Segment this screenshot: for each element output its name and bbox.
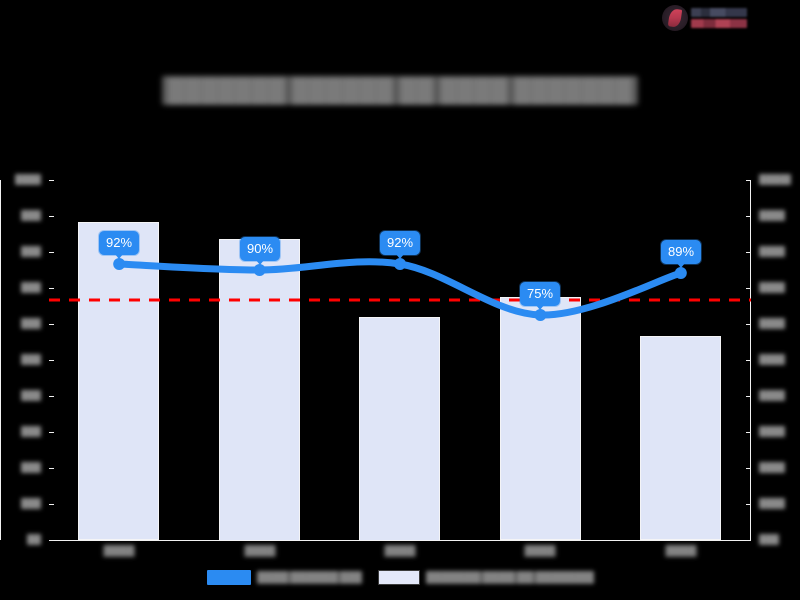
bar-3[interactable] <box>500 297 581 540</box>
brand-leaf-mark <box>662 5 688 31</box>
value-callout-4: 89% <box>660 240 702 268</box>
y-axis-left-tick <box>49 180 54 181</box>
legend-item-label: ███████ ████ ██ ████████ <box>425 571 594 584</box>
legend-item-0[interactable]: ████ ██████ ███ <box>206 570 362 585</box>
trend-point-0[interactable] <box>113 258 126 270</box>
y-axis-right-tick <box>746 396 751 397</box>
bar-1[interactable] <box>219 239 300 541</box>
trend-point-1[interactable] <box>253 264 266 276</box>
y-axis-left-tick <box>49 216 54 217</box>
y-axis-right-tick-label: ████ <box>759 282 785 293</box>
legend-bar-swatch-icon <box>377 570 420 585</box>
y-axis-right-tick-label: ████ <box>759 426 785 437</box>
legend-line-swatch-icon <box>206 570 251 585</box>
y-axis-left-tick <box>49 252 54 253</box>
y-axis-right-tick <box>746 216 751 217</box>
y-axis-right-tick <box>746 432 751 433</box>
y-axis-right-tick-label: ████ <box>759 246 785 257</box>
bar-2[interactable] <box>359 317 440 541</box>
x-axis-category-label: ████ <box>103 545 135 557</box>
y-axis-right-tick-label: ████ <box>759 462 785 473</box>
y-axis-right-tick-label: ████ <box>759 498 785 509</box>
y-axis-left-tick-label: ███ <box>21 390 41 401</box>
y-axis-left-tick <box>49 504 54 505</box>
y-axis-right-tick <box>746 468 751 469</box>
x-axis-category-label: ████ <box>524 545 556 557</box>
y-axis-right-tick-label: █████ <box>759 174 791 185</box>
y-axis-right-tick-label: ████ <box>759 210 785 221</box>
y-axis-left-tick <box>49 540 54 541</box>
bar-0[interactable] <box>78 222 159 540</box>
y-axis-left-tick-label: ███ <box>21 498 41 509</box>
y-axis-left-tick-label: ███ <box>21 354 41 365</box>
y-axis-right-tick <box>746 504 751 505</box>
brand-wordmark-line-1: ████████ <box>691 8 747 17</box>
y-axis-right-tick-label: ████ <box>759 390 785 401</box>
legend-item-label: ████ ██████ ███ <box>256 571 362 584</box>
x-axis-category-label: ████ <box>665 545 697 557</box>
value-callout-3: 75% <box>519 282 561 310</box>
brand-wordmark-line-2: ████████ <box>691 19 747 28</box>
y-axis-left-tick-label: ███ <box>21 210 41 221</box>
y-axis-right-tick <box>746 180 751 181</box>
y-axis-left-tick-label: ███ <box>21 426 41 437</box>
y-axis-right-tick <box>746 360 751 361</box>
trend-point-2[interactable] <box>394 258 406 270</box>
legend-item-1[interactable]: ███████ ████ ██ ████████ <box>377 570 594 585</box>
y-axis-left-tick-label: ████ <box>15 174 41 185</box>
y-axis-left-tick <box>49 468 54 469</box>
trend-point-3[interactable] <box>534 309 547 321</box>
y-axis-left-tick <box>49 288 54 289</box>
y-axis-left-tick <box>49 396 54 397</box>
x-axis-category-label: ████ <box>384 545 416 557</box>
y-axis-left-tick <box>49 360 54 361</box>
brand-logo: ████████ ████████ <box>662 3 758 33</box>
trend-line-markers <box>113 258 687 321</box>
y-axis-right-tick <box>746 540 751 541</box>
value-callout-0: 92% <box>98 231 140 259</box>
y-axis-right-tick <box>746 324 751 325</box>
y-axis-left-tick-label: ███ <box>21 246 41 257</box>
value-callout-1: 90% <box>239 237 281 265</box>
y-axis-right-tick-label: ███ <box>759 534 779 545</box>
y-axis-left-tick-label: ███ <box>21 282 41 293</box>
chart-title: ███████ ██████ ██ ████ ███████ <box>0 74 800 106</box>
y-axis-left <box>0 180 1 540</box>
y-axis-right-tick-label: ████ <box>759 318 785 329</box>
y-axis-left-tick <box>49 324 54 325</box>
y-axis-left-tick-label: ███ <box>21 318 41 329</box>
y-axis-left-tick-label: ██ <box>27 534 41 545</box>
y-axis-left-tick-label: ███ <box>21 462 41 473</box>
chart-legend: ████ ██████ ███ ███████ ████ ██ ████████ <box>0 570 800 585</box>
trend-point-4[interactable] <box>674 267 687 279</box>
y-axis-right-tick-label: ████ <box>759 354 785 365</box>
y-axis-left-tick <box>49 432 54 433</box>
y-axis-right-tick <box>746 252 751 253</box>
y-axis-right-tick <box>746 288 751 289</box>
value-callout-2: 92% <box>379 231 421 259</box>
bar-4[interactable] <box>640 336 721 540</box>
x-axis-category-label: ████ <box>244 545 276 557</box>
brand-wordmark: ████████ ████████ <box>691 8 747 28</box>
chart-title-text: ███████ ██████ ██ ████ ███████ <box>161 75 639 105</box>
